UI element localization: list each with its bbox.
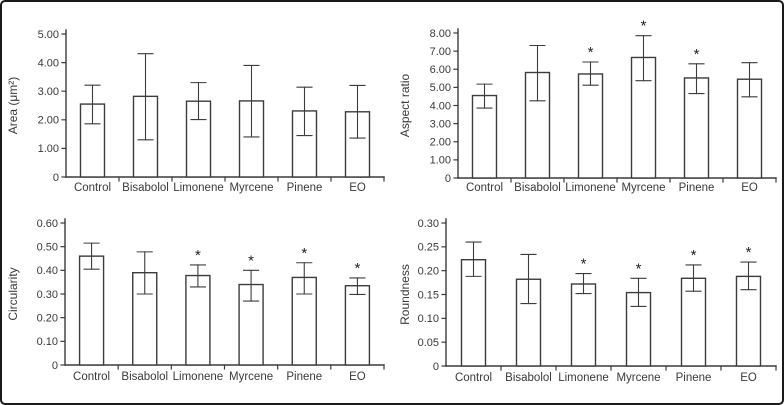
aspect-ratio-bar-chart: 0 1.00 2.00 3.00 4.00 5.00 6.00 7.00 8.00 Control… xyxy=(398,18,777,194)
svg-text:Pinene: Pinene xyxy=(286,371,322,383)
svg-text:Control: Control xyxy=(74,182,111,194)
svg-text:Myrcene: Myrcene xyxy=(229,182,273,194)
svg-text:Limonene: Limonene xyxy=(173,371,224,383)
svg-text:8.00: 8.00 xyxy=(430,28,451,40)
svg-text:*: * xyxy=(301,245,307,262)
svg-text:0.10: 0.10 xyxy=(418,313,439,325)
svg-text:0.40: 0.40 xyxy=(37,265,58,277)
chart-aspect-ratio: 0 1.00 2.00 3.00 4.00 5.00 6.00 7.00 8.00 Control… xyxy=(392,0,784,202)
svg-text:Pinene: Pinene xyxy=(287,182,323,194)
svg-text:EO: EO xyxy=(349,371,366,383)
svg-text:Bisabolol: Bisabolol xyxy=(514,182,561,194)
svg-text:*: * xyxy=(691,247,697,264)
svg-text:Limonene: Limonene xyxy=(565,182,616,194)
chart-roundness: 0 0.05 0.10 0.15 0.20 0.25 0.30 Control Bisabolo… xyxy=(392,202,784,404)
svg-text:0.05: 0.05 xyxy=(418,337,439,349)
svg-text:6.00: 6.00 xyxy=(430,64,451,76)
svg-text:Area (μm²): Area (μm²) xyxy=(6,77,20,135)
svg-text:EO: EO xyxy=(349,182,366,194)
svg-text:*: * xyxy=(195,247,201,264)
svg-text:0: 0 xyxy=(433,361,439,373)
svg-text:*: * xyxy=(354,260,360,277)
svg-text:Pinene: Pinene xyxy=(679,182,715,194)
svg-text:*: * xyxy=(588,44,594,61)
svg-text:0.30: 0.30 xyxy=(418,218,439,230)
svg-text:Control: Control xyxy=(455,372,492,384)
svg-text:Limonene: Limonene xyxy=(173,182,224,194)
svg-text:0.25: 0.25 xyxy=(418,242,439,254)
svg-text:Myrcene: Myrcene xyxy=(229,371,273,383)
svg-text:0: 0 xyxy=(52,360,58,372)
svg-text:*: * xyxy=(581,256,587,273)
svg-text:Limonene: Limonene xyxy=(558,372,609,384)
svg-text:Aspect ratio: Aspect ratio xyxy=(398,73,412,137)
svg-text:7.00: 7.00 xyxy=(430,46,451,58)
chart-circularity: 0 0.10 0.20 0.30 0.40 0.50 0.60 Control Bisabolo… xyxy=(0,202,392,404)
area-bar-chart: 0 1.00 2.00 3.00 4.00 5.00 Control Bisabolol Lim… xyxy=(6,29,385,194)
svg-text:0.60: 0.60 xyxy=(37,218,58,230)
svg-text:*: * xyxy=(694,46,700,63)
svg-text:*: * xyxy=(636,260,642,277)
svg-text:2.00: 2.00 xyxy=(38,115,59,127)
svg-text:Pinene: Pinene xyxy=(676,372,712,384)
svg-text:0.50: 0.50 xyxy=(37,241,58,253)
svg-text:Control: Control xyxy=(73,371,110,383)
svg-text:4.00: 4.00 xyxy=(430,100,451,112)
svg-text:3.00: 3.00 xyxy=(38,86,59,98)
svg-text:Control: Control xyxy=(466,182,503,194)
svg-text:EO: EO xyxy=(740,372,757,384)
svg-text:0: 0 xyxy=(53,172,59,184)
circularity-bar-chart: 0 0.10 0.20 0.30 0.40 0.50 0.60 Control Bisabolo… xyxy=(6,218,385,383)
svg-text:Circularity: Circularity xyxy=(6,267,20,320)
svg-text:Bisabolol: Bisabolol xyxy=(121,371,168,383)
svg-text:*: * xyxy=(746,244,752,261)
svg-text:*: * xyxy=(641,18,647,35)
svg-text:5.00: 5.00 xyxy=(38,29,59,41)
svg-text:0.30: 0.30 xyxy=(37,289,58,301)
chart-area: 0 1.00 2.00 3.00 4.00 5.00 Control Bisabolol Lim… xyxy=(0,0,392,202)
svg-text:Myrcene: Myrcene xyxy=(616,372,660,384)
svg-text:0.10: 0.10 xyxy=(37,336,58,348)
svg-text:EO: EO xyxy=(741,182,758,194)
roundness-bar-chart: 0 0.05 0.10 0.15 0.20 0.25 0.30 Control Bisabolo… xyxy=(398,218,777,384)
svg-text:0: 0 xyxy=(445,173,451,185)
svg-text:2.00: 2.00 xyxy=(430,137,451,149)
svg-text:4.00: 4.00 xyxy=(38,57,59,69)
svg-text:0.15: 0.15 xyxy=(418,289,439,301)
svg-text:3.00: 3.00 xyxy=(430,118,451,130)
svg-text:Roundness: Roundness xyxy=(398,264,412,325)
svg-text:5.00: 5.00 xyxy=(430,82,451,94)
svg-text:Bisabolol: Bisabolol xyxy=(505,372,552,384)
svg-text:1.00: 1.00 xyxy=(430,155,451,167)
svg-text:0.20: 0.20 xyxy=(418,265,439,277)
svg-text:*: * xyxy=(248,252,254,269)
svg-text:Myrcene: Myrcene xyxy=(621,182,665,194)
svg-text:1.00: 1.00 xyxy=(38,143,59,155)
svg-text:0.20: 0.20 xyxy=(37,312,58,324)
svg-text:Bisabolol: Bisabolol xyxy=(122,182,169,194)
